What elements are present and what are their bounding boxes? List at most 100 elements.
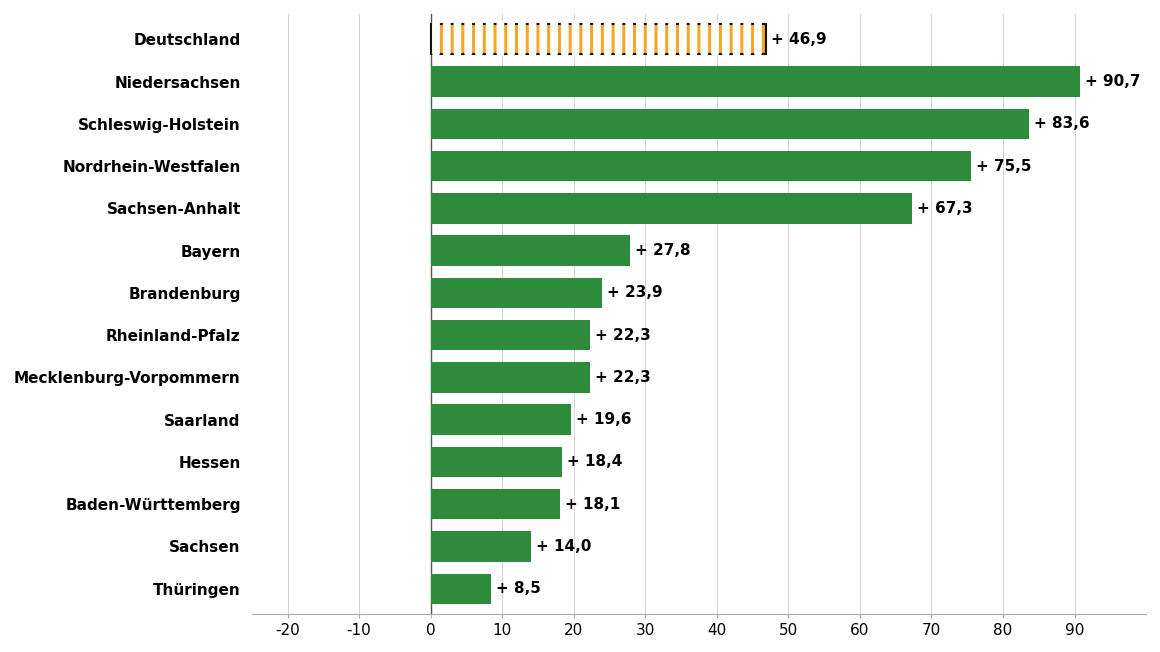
Ellipse shape [658,39,665,47]
Ellipse shape [486,46,493,53]
Ellipse shape [637,39,643,47]
Ellipse shape [541,39,546,47]
Ellipse shape [680,36,686,44]
Ellipse shape [647,20,654,28]
Text: + 75,5: + 75,5 [976,158,1031,173]
Ellipse shape [701,20,708,28]
Ellipse shape [690,46,697,53]
Ellipse shape [744,36,751,44]
Ellipse shape [455,30,461,37]
Ellipse shape [690,27,697,34]
Ellipse shape [658,27,665,34]
Ellipse shape [443,36,450,44]
Ellipse shape [541,27,546,34]
Ellipse shape [647,30,654,37]
Text: + 14,0: + 14,0 [536,539,592,554]
Text: + 22,3: + 22,3 [595,370,651,385]
Ellipse shape [744,30,751,37]
Ellipse shape [594,20,600,28]
Ellipse shape [669,20,675,28]
Text: + 23,9: + 23,9 [607,286,662,301]
Ellipse shape [551,27,557,34]
Ellipse shape [433,27,440,34]
Ellipse shape [690,23,697,31]
Ellipse shape [455,23,461,31]
Ellipse shape [498,42,503,50]
Ellipse shape [690,20,697,28]
Ellipse shape [498,39,503,47]
Ellipse shape [561,23,568,31]
Ellipse shape [529,33,536,40]
Ellipse shape [572,39,579,47]
Ellipse shape [637,42,643,50]
Ellipse shape [498,27,503,34]
Ellipse shape [701,33,708,40]
Ellipse shape [615,27,622,34]
Ellipse shape [583,39,589,47]
Ellipse shape [465,46,471,53]
Ellipse shape [443,30,450,37]
Ellipse shape [476,27,483,34]
Ellipse shape [637,33,643,40]
Ellipse shape [669,33,675,40]
Ellipse shape [669,36,675,44]
Text: + 90,7: + 90,7 [1085,74,1140,89]
Bar [430,320,590,350]
Ellipse shape [486,36,493,44]
Bar [430,362,590,393]
Ellipse shape [476,39,483,47]
Ellipse shape [498,49,503,56]
Ellipse shape [615,42,622,50]
Ellipse shape [723,23,728,31]
Ellipse shape [561,49,568,56]
Ellipse shape [433,36,440,44]
Ellipse shape [519,39,525,47]
Ellipse shape [755,33,761,40]
Ellipse shape [626,20,632,28]
Ellipse shape [701,49,708,56]
Ellipse shape [626,33,632,40]
Ellipse shape [561,33,568,40]
Ellipse shape [508,36,514,44]
Ellipse shape [680,23,686,31]
Ellipse shape [465,33,471,40]
Ellipse shape [733,39,740,47]
Text: + 18,4: + 18,4 [567,454,623,469]
Bar [430,109,1029,139]
Ellipse shape [680,49,686,56]
Ellipse shape [604,30,611,37]
Ellipse shape [723,20,728,28]
Ellipse shape [519,27,525,34]
Ellipse shape [572,30,579,37]
Bar [430,531,531,561]
Ellipse shape [669,27,675,34]
Ellipse shape [604,42,611,50]
Ellipse shape [519,42,525,50]
Ellipse shape [701,42,708,50]
Bar [430,151,971,181]
Ellipse shape [572,23,579,31]
Ellipse shape [712,30,718,37]
Ellipse shape [583,46,589,53]
Ellipse shape [744,23,751,31]
Ellipse shape [744,27,751,34]
Ellipse shape [637,30,643,37]
Ellipse shape [712,42,718,50]
Ellipse shape [669,30,675,37]
Ellipse shape [433,49,440,56]
Ellipse shape [594,49,600,56]
Ellipse shape [658,46,665,53]
Ellipse shape [465,49,471,56]
Ellipse shape [572,27,579,34]
Ellipse shape [433,30,440,37]
Ellipse shape [658,23,665,31]
Ellipse shape [529,42,536,50]
Ellipse shape [615,46,622,53]
Ellipse shape [615,23,622,31]
Ellipse shape [690,49,697,56]
Ellipse shape [508,42,514,50]
Ellipse shape [541,36,546,44]
Ellipse shape [594,23,600,31]
Ellipse shape [541,23,546,31]
Ellipse shape [455,49,461,56]
